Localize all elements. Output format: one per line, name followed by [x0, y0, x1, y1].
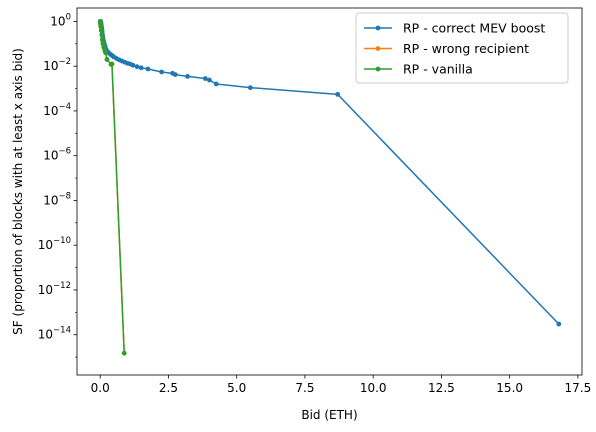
data-point	[121, 350, 127, 356]
data-point	[103, 50, 109, 56]
series-layer	[97, 19, 562, 356]
y-tick-label: 10−2	[43, 57, 71, 73]
legend-box	[355, 12, 569, 84]
data-point	[109, 61, 115, 67]
y-tick-label: 10−6	[43, 147, 71, 163]
legend-item: RP - correct MEV boost	[364, 21, 545, 36]
data-point	[556, 321, 562, 327]
legend-item: RP - vanilla	[364, 62, 473, 77]
data-point	[130, 62, 136, 68]
data-point	[185, 73, 190, 79]
x-tick-label: 7.5	[295, 381, 314, 395]
y-tick-label: 10−12	[38, 281, 71, 297]
y-tick-label: 10−8	[43, 191, 71, 207]
legend-label: RP - correct MEV boost	[403, 21, 545, 36]
data-point	[99, 32, 105, 38]
data-point	[247, 85, 253, 91]
x-tick-label: 15.0	[496, 381, 523, 395]
data-point	[206, 77, 212, 83]
data-point	[134, 64, 140, 70]
data-point	[104, 57, 110, 62]
x-tick-label: 2.5	[159, 381, 178, 395]
legend: RP - correct MEV boost RP - wrong recipie…	[355, 12, 569, 84]
x-tick-label: 17.5	[565, 381, 592, 395]
data-point	[335, 91, 341, 97]
y-tick-label: 10−14	[38, 326, 71, 342]
y-tick-label: 10−10	[38, 236, 71, 252]
legend-marker	[375, 25, 381, 31]
data-point	[172, 72, 178, 78]
legend-label: RP - vanilla	[403, 62, 473, 77]
data-point	[138, 65, 144, 71]
series-3	[97, 19, 127, 356]
x-axis-label: Bid (ETH)	[301, 408, 357, 422]
data-point	[98, 23, 104, 29]
x-tick-label: 0.0	[91, 381, 110, 395]
x-tick-label: 5.0	[227, 381, 246, 395]
y-axis: 100 10−2 10−4 10−6 10−8 10−10 10−12 10−14	[38, 12, 77, 358]
y-axis-label: SF (proportion of blocks with at least x…	[11, 48, 25, 335]
data-point	[145, 66, 151, 72]
y-tick-label: 10−4	[43, 102, 71, 118]
plot-frame	[76, 7, 583, 376]
legend-label: RP - wrong recipient	[403, 41, 529, 56]
data-point	[159, 69, 165, 75]
y-tick-label: 100	[50, 12, 71, 28]
x-axis: 0.0 2.5 5.0 7.5 10.0 12.5 15.0 17.5	[91, 375, 592, 395]
legend-marker	[375, 66, 381, 72]
legend-item: RP - wrong recipient	[364, 41, 529, 56]
x-tick-label: 12.5	[428, 381, 455, 395]
data-point	[98, 27, 104, 33]
x-tick-label: 10.0	[360, 381, 387, 395]
data-point	[213, 81, 219, 87]
data-point	[202, 76, 208, 81]
legend-marker	[375, 46, 381, 51]
data-point	[99, 37, 105, 43]
